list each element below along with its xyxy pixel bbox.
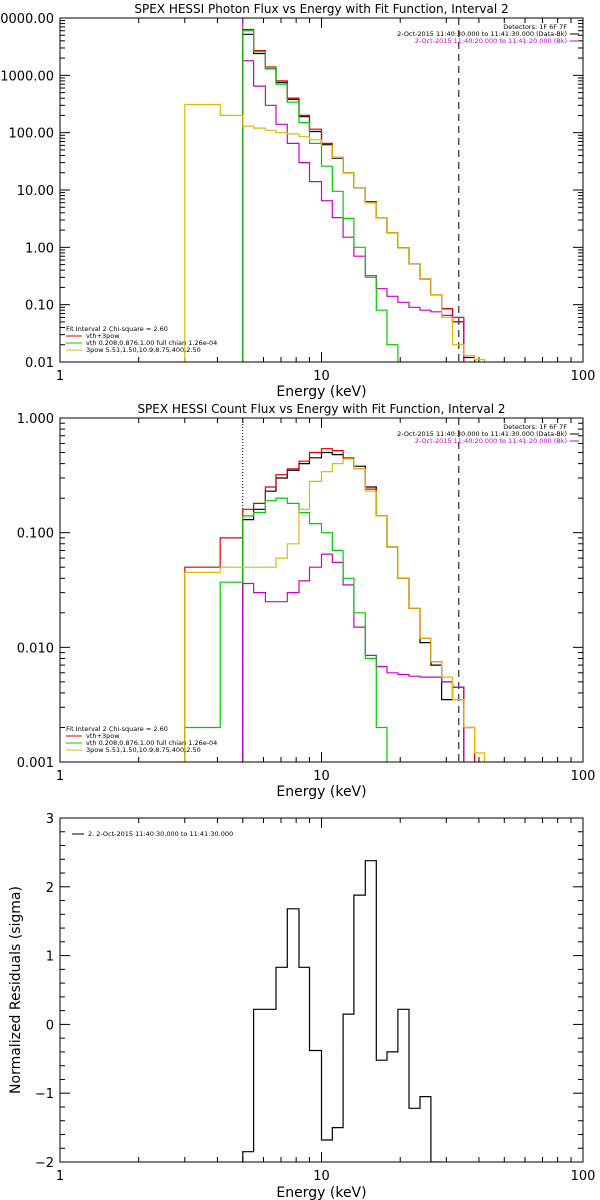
plot-frame xyxy=(59,817,584,1163)
y-tick-label: 1000.00 xyxy=(0,69,54,84)
legend-label: 2. 2-Oct-2015 11:40:30.000 to 11:41:30.0… xyxy=(88,830,233,838)
legend-label: vth 0.208,0.876,1.00 full chian 1.26e-04 xyxy=(86,339,217,347)
x-tick-label: 100 xyxy=(571,369,596,384)
y-tick-label: 3 xyxy=(46,812,54,827)
series-line-0 xyxy=(242,33,476,362)
x-tick-label: 100 xyxy=(571,1169,596,1184)
series-line-1 xyxy=(184,448,476,762)
y-tick-label: 0.010 xyxy=(17,641,54,656)
y-tick-label: 0000.00 xyxy=(0,12,54,27)
x-axis-label: Energy (keV) xyxy=(276,784,366,800)
chart-title: SPEX HESSI Count Flux vs Energy with Fit… xyxy=(137,402,505,416)
x-axis-label: Energy (keV) xyxy=(276,1185,366,1200)
x-tick-label: 10 xyxy=(313,1169,330,1184)
y-tick-label: 2 xyxy=(46,881,54,896)
plot-frame xyxy=(59,417,584,763)
y-tick-label: 0.01 xyxy=(25,356,54,371)
x-tick-label: 1 xyxy=(56,369,64,384)
x-tick-label: 100 xyxy=(571,769,596,784)
y-tick-label: 0.10 xyxy=(25,299,54,314)
info-text: Detectors: 1F 6F 7F xyxy=(503,423,567,431)
info-text: 2-Oct-2015 11:40:30.000 to 11:41:30.000 … xyxy=(397,30,567,38)
legend-label: vth+3pow xyxy=(86,732,120,740)
legend-label: 3pow 5.51,1.50,10.9,8.75,400,2.50 xyxy=(86,746,201,754)
x-tick-label: 10 xyxy=(313,369,330,384)
info-text: Detectors: 1F 6F 7F xyxy=(503,23,567,31)
series-line-3 xyxy=(184,497,388,762)
fit-text: Fit Interval 2 Chi-square = 2.60 xyxy=(66,325,168,333)
fit-text: Fit Interval 2 Chi-square = 2.60 xyxy=(66,725,168,733)
info-text: 2-Oct-2015 11:40:20.000 to 11:41:20.000 … xyxy=(415,437,567,445)
x-tick-label: 10 xyxy=(313,769,330,784)
y-tick-label: 100.00 xyxy=(9,127,55,142)
y-tick-label: 1.00 xyxy=(25,241,54,256)
y-axis-label: Normalized Residuals (sigma) xyxy=(8,886,24,1094)
legend-label: vth+3pow xyxy=(86,332,120,340)
legend-label: 3pow 5.51,1.50,10.9,8.75,400,2.50 xyxy=(86,346,201,354)
panel-3: 1 10 100 −2 −1 0 1 2 3 Energy (keV) Normalized Res… xyxy=(8,812,595,1200)
series-line-4 xyxy=(184,458,486,762)
y-tick-label: 0.100 xyxy=(17,527,54,542)
x-tick-label: 1 xyxy=(56,769,64,784)
y-tick-label: 0.001 xyxy=(17,756,54,771)
y-tick-label: 0 xyxy=(46,1018,54,1033)
y-tick-label: 1.000 xyxy=(17,412,54,427)
series-line-4 xyxy=(184,103,486,362)
series-line-3 xyxy=(242,30,399,362)
x-tick-label: 1 xyxy=(56,1169,64,1184)
info-text: 2-Oct-2015 11:40:20.000 to 11:41:20.000 … xyxy=(415,37,567,45)
series-line-0 xyxy=(242,860,454,1162)
panel-2: SPEX HESSI Count Flux vs Energy with Fit… xyxy=(17,402,596,800)
y-tick-label: −1 xyxy=(35,1087,54,1102)
legend-label: vth 0.208,0.876,1.00 full chian 1.26e-04 xyxy=(86,739,217,747)
panel-1: SPEX HESSI Photon Flux vs Energy with Fi… xyxy=(0,2,595,400)
info-text: 2-Oct-2015 11:40:30.000 to 11:41:30.000 … xyxy=(397,430,567,438)
y-tick-label: −2 xyxy=(35,1156,54,1171)
series-line-2 xyxy=(242,60,465,362)
y-tick-label: 10.00 xyxy=(17,184,54,199)
chart-title: SPEX HESSI Photon Flux vs Energy with Fi… xyxy=(134,2,508,16)
y-tick-label: 1 xyxy=(46,950,54,965)
plot-frame xyxy=(59,17,584,363)
x-axis-label: Energy (keV) xyxy=(276,384,366,400)
